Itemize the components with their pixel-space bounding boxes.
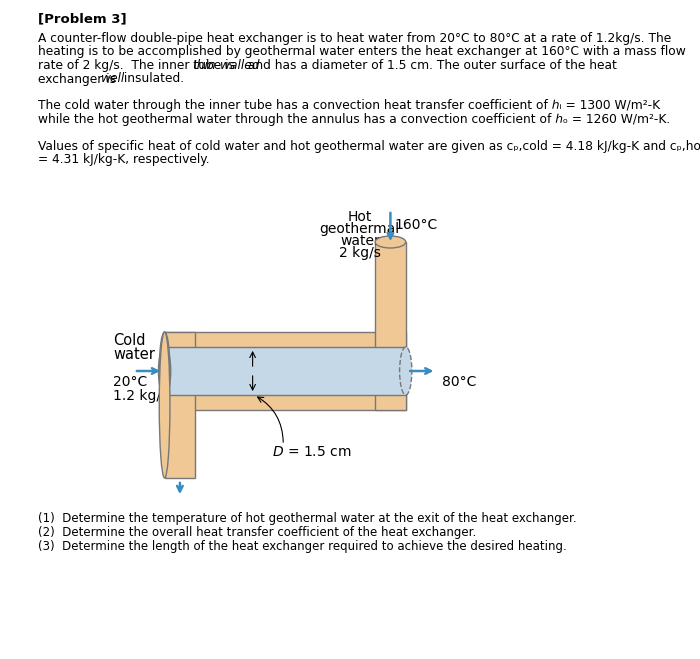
Text: 80°C: 80°C — [442, 375, 476, 389]
Text: 1.2 kg/s: 1.2 kg/s — [113, 389, 169, 403]
Text: Cold: Cold — [113, 333, 146, 348]
Bar — [164, 332, 195, 478]
Text: (3)  Determine the length of the heat exchanger required to achieve the desired : (3) Determine the length of the heat exc… — [38, 540, 567, 553]
Text: water: water — [113, 347, 155, 362]
Ellipse shape — [159, 332, 170, 478]
Ellipse shape — [400, 347, 412, 395]
Bar — [164, 332, 406, 410]
Text: $D$ = 1.5 cm: $D$ = 1.5 cm — [272, 445, 351, 459]
Text: (2)  Determine the overall heat transfer coefficient of the heat exchanger.: (2) Determine the overall heat transfer … — [38, 526, 477, 539]
Ellipse shape — [375, 236, 406, 248]
Text: insulated.: insulated. — [120, 72, 183, 86]
Text: while the hot geothermal water through the annulus has a convection coefficient : while the hot geothermal water through t… — [38, 113, 671, 126]
Text: heating is to be accomplished by geothermal water enters the heat exchanger at 1: heating is to be accomplished by geother… — [38, 45, 686, 59]
Ellipse shape — [159, 332, 170, 410]
Text: = 4.31 kJ/kg-K, respectively.: = 4.31 kJ/kg-K, respectively. — [38, 154, 210, 167]
Text: well: well — [101, 72, 125, 86]
Text: The cold water through the inner tube has a convection heat transfer coefficient: The cold water through the inner tube ha… — [38, 100, 660, 113]
Text: Values of specific heat of cold water and hot geothermal water are given as cₚ,c: Values of specific heat of cold water an… — [38, 140, 700, 153]
Text: thin-walled: thin-walled — [192, 59, 260, 72]
Text: 20°C: 20°C — [113, 375, 148, 389]
Bar — [164, 347, 406, 395]
Text: water: water — [340, 234, 379, 248]
Text: exchanger is: exchanger is — [38, 72, 120, 86]
Text: rate of 2 kg/s.  The inner tube is: rate of 2 kg/s. The inner tube is — [38, 59, 239, 72]
Text: (1)  Determine the temperature of hot geothermal water at the exit of the heat e: (1) Determine the temperature of hot geo… — [38, 512, 577, 525]
Text: and has a diameter of 1.5 cm. The outer surface of the heat: and has a diameter of 1.5 cm. The outer … — [244, 59, 617, 72]
Text: [Problem 3]: [Problem 3] — [38, 12, 127, 25]
Text: geothermal: geothermal — [320, 222, 400, 236]
Ellipse shape — [158, 347, 171, 395]
Text: Hot: Hot — [348, 210, 372, 224]
Text: 160°C: 160°C — [394, 218, 438, 232]
Text: 2 kg/s: 2 kg/s — [339, 246, 381, 260]
Text: A counter-flow double-pipe heat exchanger is to heat water from 20°C to 80°C at : A counter-flow double-pipe heat exchange… — [38, 32, 671, 45]
Bar — [375, 242, 406, 410]
